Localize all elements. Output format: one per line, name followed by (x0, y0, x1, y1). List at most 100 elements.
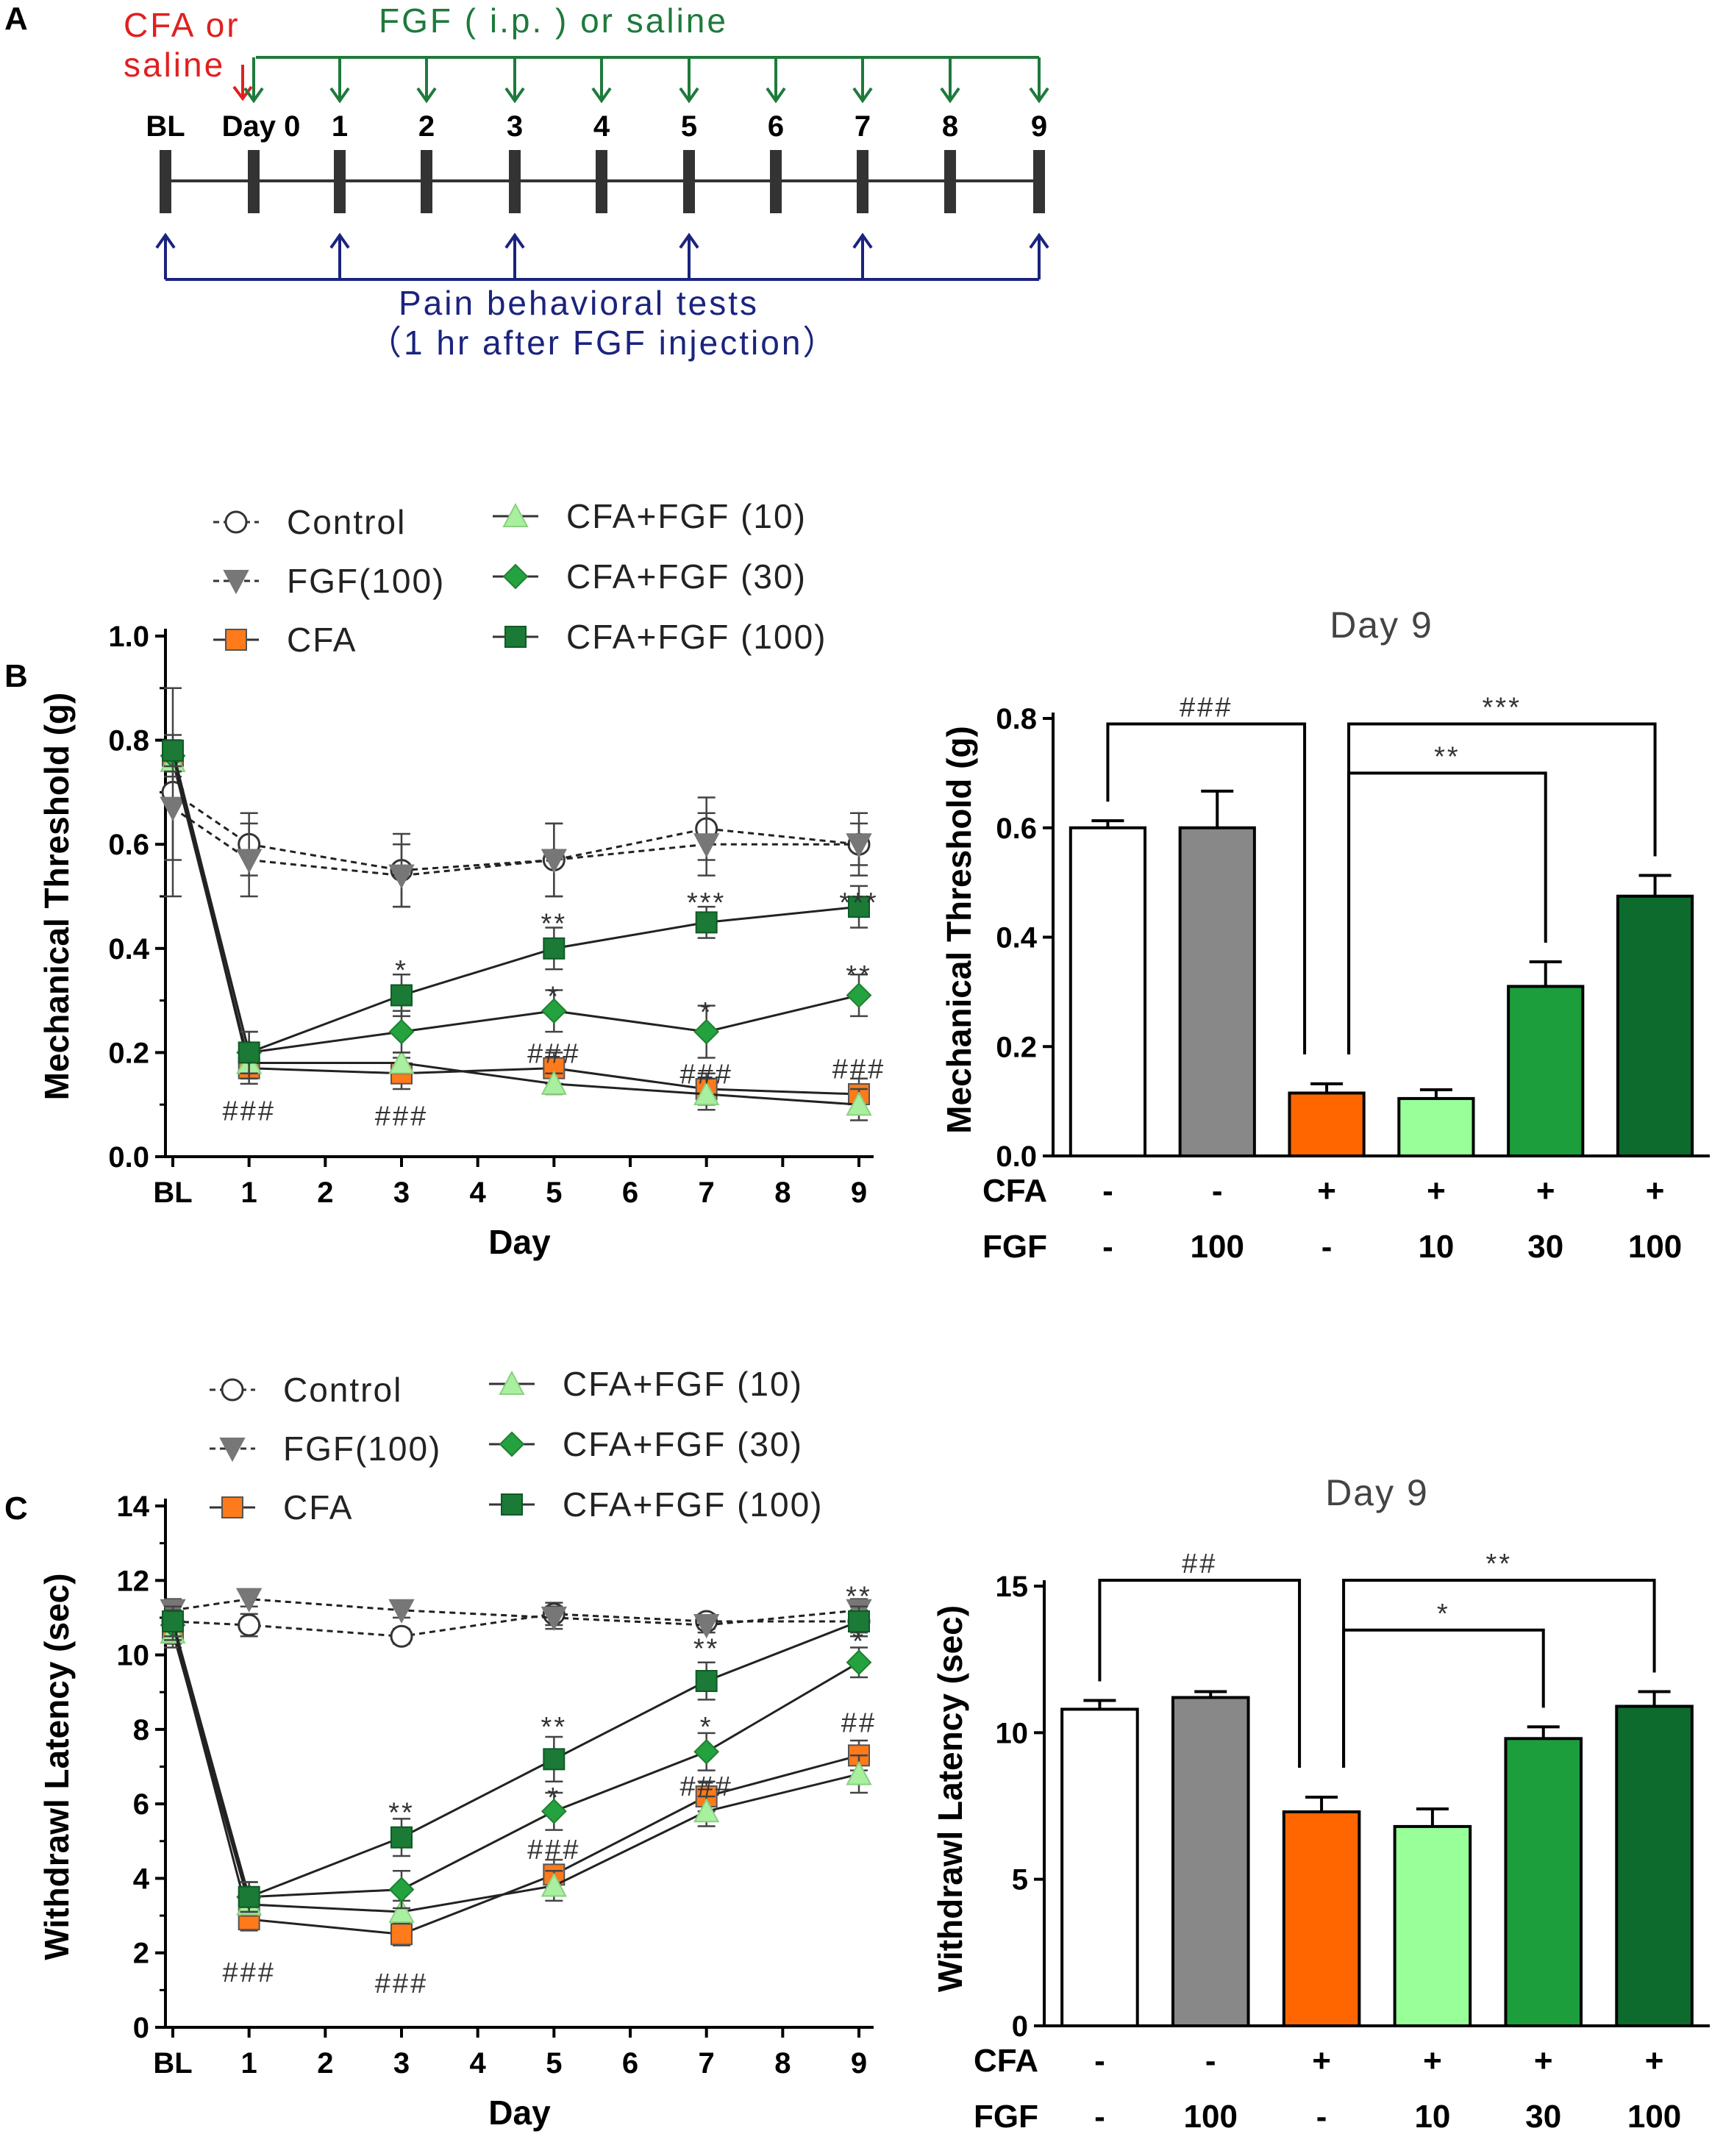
series-line-fgf (172, 1598, 860, 1627)
cfa-condition: + (1534, 2043, 1553, 2079)
x-tick-label: 8 (774, 2047, 791, 2080)
panel-b-letter: B (4, 658, 28, 694)
y-tick-label: 14 (117, 1491, 150, 1523)
significance-annotation: ** (541, 908, 568, 939)
significance-annotation: * (700, 1712, 713, 1743)
mechanical-threshold-line-chart: 0.0 0.2 0.4 0.6 0.8 1.0 BL 1 2 3 4 5 6 7 8 9 Day Mechanic… (38, 621, 883, 1261)
series-line-fgf100c (171, 750, 860, 1054)
cfa-condition: + (1317, 1173, 1336, 1209)
cfa-condition: - (1212, 1173, 1223, 1209)
significance-annotation: ### (679, 1060, 732, 1091)
bracket-label: * (1437, 1599, 1450, 1630)
y-tick-label: 5 (1012, 1864, 1028, 1896)
triangle-down-marker (235, 1588, 263, 1613)
timeline-labels: BL Day 0 1 2 3 4 5 6 7 8 9 (146, 110, 1047, 143)
mechanical-threshold-bar-chart: Day 9 0.0 0.2 0.4 0.6 0.8 Mechanical Threshold… (940, 604, 1710, 1265)
fgf-condition: - (1316, 2099, 1327, 2135)
series-line-fgf30 (171, 1624, 860, 1899)
legend-label-cfa: CFA (287, 621, 357, 659)
arrow-head-icon (155, 232, 176, 249)
diamond-marker (499, 1431, 525, 1457)
cfa-arrow-icon (232, 65, 253, 101)
significance-bracket (1347, 771, 1547, 1054)
circle-marker (390, 1624, 413, 1648)
square-marker (225, 629, 247, 651)
triangle-down-marker (219, 1438, 246, 1463)
diamond-marker (693, 1738, 720, 1765)
y-tick-label: 2 (133, 1938, 149, 1970)
fgf-condition: - (1094, 2099, 1105, 2135)
y-tick-label: 0 (1012, 2010, 1028, 2043)
square-marker (221, 1496, 243, 1518)
x-tick-label: 3 (393, 2047, 410, 2080)
y-axis-title: Mechanical Threshold (g) (38, 693, 76, 1101)
series-line-fgf10 (171, 1632, 860, 1913)
bar (1397, 1096, 1475, 1157)
triangle-up-marker (388, 1898, 415, 1924)
arrow-head-icon (940, 87, 960, 104)
arrow-head-icon (243, 87, 264, 104)
y-tick-label: 0.2 (108, 1037, 149, 1069)
bar (1507, 985, 1585, 1157)
square-marker (543, 937, 566, 960)
significance-annotation: ** (693, 1633, 720, 1664)
triangle-down-marker (541, 849, 567, 874)
cfa-condition: + (1312, 2043, 1331, 2079)
bar (1504, 1737, 1583, 2027)
triangle-up-marker (846, 1760, 872, 1785)
fgf-row-label: FGF (982, 1229, 1047, 1265)
fgf-condition: 10 (1414, 2099, 1450, 2135)
timeline-tick (509, 150, 521, 213)
fgf-condition: - (1102, 1229, 1113, 1265)
y-tick-label: 0.0 (108, 1141, 149, 1174)
y-tick-label: 1.0 (108, 621, 149, 653)
y-tick-label: 10 (996, 1717, 1029, 1749)
timeline-tick-label: 2 (418, 110, 435, 143)
bar (1282, 1810, 1361, 2028)
y-axis-title: Withdrawl Latency (sec) (38, 1573, 76, 1960)
series-line-fgf10 (171, 760, 860, 1106)
arrow-head-icon (591, 87, 612, 104)
significance-annotation: *** (839, 888, 878, 918)
pain-tests-sublabel: （1 hr after FGF injection） (368, 324, 838, 362)
timeline-tick-label: 8 (942, 110, 958, 143)
x-tick-label: 4 (470, 2047, 487, 2080)
triangle-down-marker (541, 1606, 567, 1632)
cfa-or-label: CFA or (124, 6, 240, 44)
significance-annotation: ### (222, 1096, 275, 1127)
legend-label-fgf30: CFA+FGF (30) (563, 1425, 803, 1463)
pain-tests-label: Pain behavioral tests (399, 284, 759, 322)
cfa-condition: + (1646, 1173, 1665, 1209)
x-tick-label: BL (153, 1177, 192, 1209)
y-tick-label: 15 (996, 1571, 1029, 1603)
fgf-condition: 100 (1628, 1229, 1682, 1265)
arrow-head-icon (679, 87, 699, 104)
cfa-condition: - (1094, 2043, 1105, 2079)
fgf-condition: 10 (1418, 1229, 1454, 1265)
legend-label-fgf30: CFA+FGF (30) (566, 557, 807, 596)
legend-label-fgf10: CFA+FGF (10) (563, 1365, 803, 1403)
timeline-tick (334, 150, 346, 213)
x-tick-label: 4 (470, 1177, 487, 1209)
timeline-tick (770, 150, 782, 213)
significance-bracket (1342, 1579, 1656, 1768)
fgf-condition: - (1321, 1229, 1333, 1265)
timeline-panel: A CFA or saline FGF ( i.p. ) or saline B… (4, 1, 1049, 362)
timeline-tick-label: 1 (332, 110, 348, 143)
timeline-tick (596, 150, 607, 213)
x-tick-label: 9 (851, 1177, 867, 1209)
timeline-axis (160, 150, 1045, 213)
bar (1171, 1696, 1250, 2028)
y-tick-label: 0.8 (996, 703, 1037, 735)
y-tick-label: 12 (117, 1565, 150, 1597)
series-line-control (172, 791, 860, 872)
series-line-cfa (171, 1628, 860, 1935)
triangle-up-marker (846, 1091, 872, 1116)
significance-annotation: * (852, 1626, 866, 1657)
significance-annotation: ### (527, 1038, 580, 1069)
triangle-up-marker (502, 502, 529, 527)
timeline-tick (248, 150, 260, 213)
legend-label-fgf100c: CFA+FGF (100) (563, 1485, 823, 1524)
y-tick-label: 0 (133, 2012, 149, 2044)
square-marker (238, 1041, 260, 1064)
